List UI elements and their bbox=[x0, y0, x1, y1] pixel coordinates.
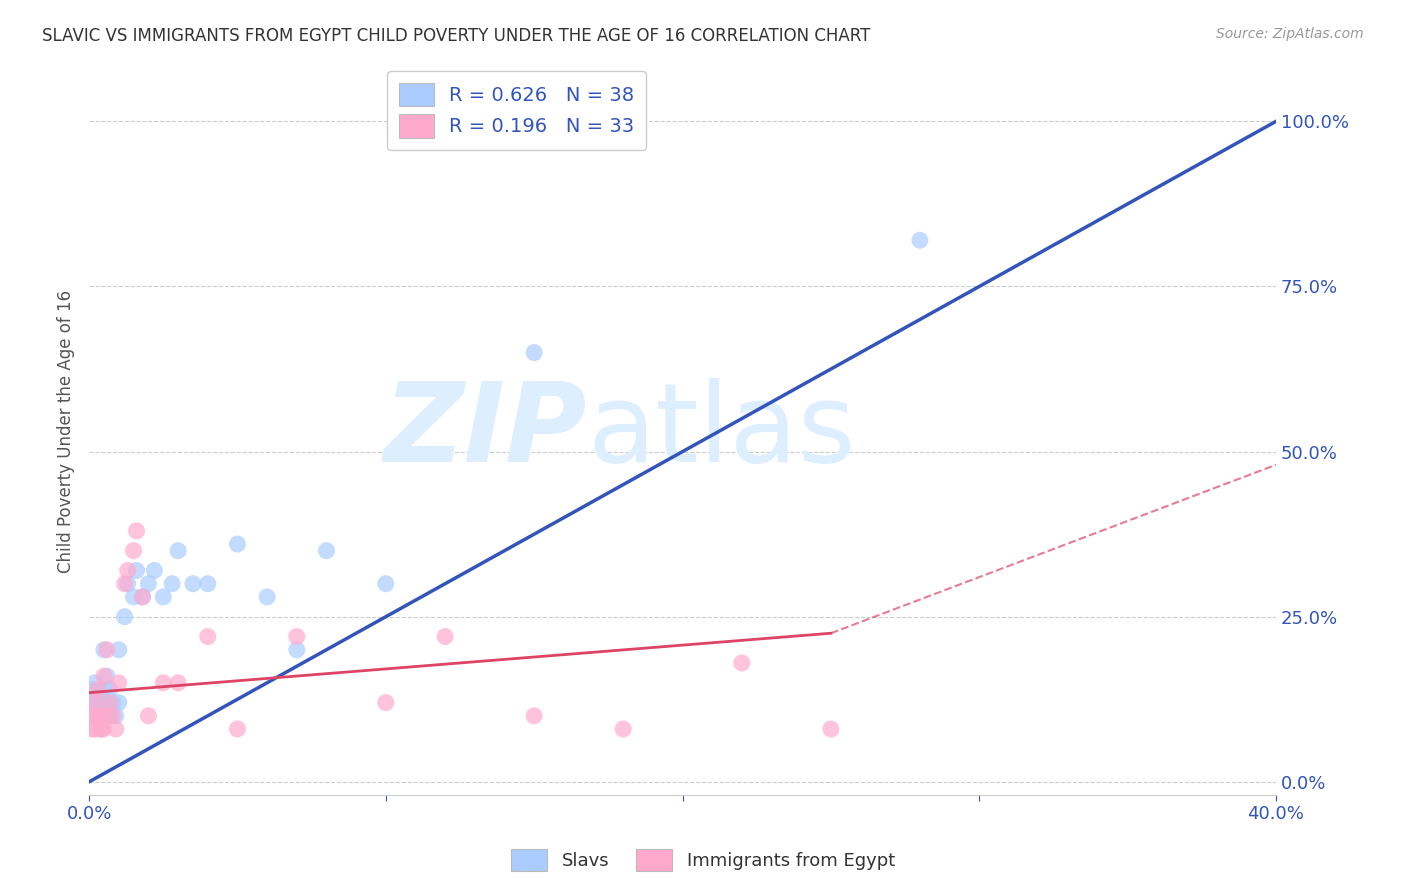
Point bbox=[87, 682, 110, 697]
Point bbox=[114, 609, 136, 624]
Point bbox=[96, 696, 118, 710]
Point bbox=[285, 642, 308, 657]
Point bbox=[93, 669, 115, 683]
Point bbox=[315, 543, 337, 558]
Point bbox=[93, 708, 115, 723]
Point bbox=[122, 590, 145, 604]
Point bbox=[107, 642, 129, 657]
Text: SLAVIC VS IMMIGRANTS FROM EGYPT CHILD POVERTY UNDER THE AGE OF 16 CORRELATION CH: SLAVIC VS IMMIGRANTS FROM EGYPT CHILD PO… bbox=[42, 27, 870, 45]
Point bbox=[125, 564, 148, 578]
Point bbox=[98, 708, 121, 723]
Point bbox=[374, 576, 396, 591]
Point bbox=[131, 590, 153, 604]
Point bbox=[152, 590, 174, 604]
Point bbox=[908, 233, 931, 247]
Point bbox=[138, 708, 160, 723]
Point bbox=[90, 708, 112, 723]
Point bbox=[107, 696, 129, 710]
Point bbox=[167, 675, 190, 690]
Point bbox=[87, 708, 110, 723]
Point bbox=[90, 696, 112, 710]
Point bbox=[80, 696, 103, 710]
Legend: Slavs, Immigrants from Egypt: Slavs, Immigrants from Egypt bbox=[503, 842, 903, 879]
Point bbox=[374, 696, 396, 710]
Text: Source: ZipAtlas.com: Source: ZipAtlas.com bbox=[1216, 27, 1364, 41]
Point bbox=[104, 708, 127, 723]
Point bbox=[434, 630, 457, 644]
Point bbox=[197, 630, 219, 644]
Point bbox=[96, 708, 118, 723]
Point bbox=[197, 576, 219, 591]
Point bbox=[523, 708, 546, 723]
Point bbox=[96, 642, 118, 657]
Point bbox=[167, 543, 190, 558]
Point bbox=[117, 576, 139, 591]
Point bbox=[226, 722, 249, 736]
Point bbox=[90, 722, 112, 736]
Point bbox=[98, 682, 121, 697]
Point bbox=[152, 675, 174, 690]
Point bbox=[93, 682, 115, 697]
Point bbox=[101, 708, 124, 723]
Point bbox=[117, 564, 139, 578]
Point bbox=[90, 722, 112, 736]
Point bbox=[731, 656, 754, 670]
Point bbox=[87, 696, 110, 710]
Point bbox=[114, 576, 136, 591]
Point bbox=[125, 524, 148, 538]
Text: ZIP: ZIP bbox=[384, 378, 588, 485]
Point bbox=[84, 696, 107, 710]
Point bbox=[104, 722, 127, 736]
Point bbox=[80, 722, 103, 736]
Point bbox=[820, 722, 842, 736]
Point bbox=[84, 708, 107, 723]
Point bbox=[107, 675, 129, 690]
Point bbox=[256, 590, 278, 604]
Point bbox=[226, 537, 249, 551]
Point bbox=[131, 590, 153, 604]
Point bbox=[87, 708, 110, 723]
Point bbox=[96, 669, 118, 683]
Point bbox=[84, 722, 107, 736]
Point bbox=[84, 675, 107, 690]
Point bbox=[93, 722, 115, 736]
Point bbox=[285, 630, 308, 644]
Point bbox=[181, 576, 204, 591]
Y-axis label: Child Poverty Under the Age of 16: Child Poverty Under the Age of 16 bbox=[58, 290, 75, 574]
Point bbox=[98, 696, 121, 710]
Point bbox=[80, 708, 103, 723]
Point bbox=[138, 576, 160, 591]
Point bbox=[122, 543, 145, 558]
Point bbox=[612, 722, 634, 736]
Point bbox=[523, 345, 546, 359]
Legend: R = 0.626   N = 38, R = 0.196   N = 33: R = 0.626 N = 38, R = 0.196 N = 33 bbox=[387, 71, 645, 150]
Point bbox=[101, 696, 124, 710]
Text: atlas: atlas bbox=[588, 378, 856, 485]
Point bbox=[160, 576, 183, 591]
Point bbox=[143, 564, 166, 578]
Point bbox=[80, 682, 103, 697]
Point bbox=[93, 642, 115, 657]
